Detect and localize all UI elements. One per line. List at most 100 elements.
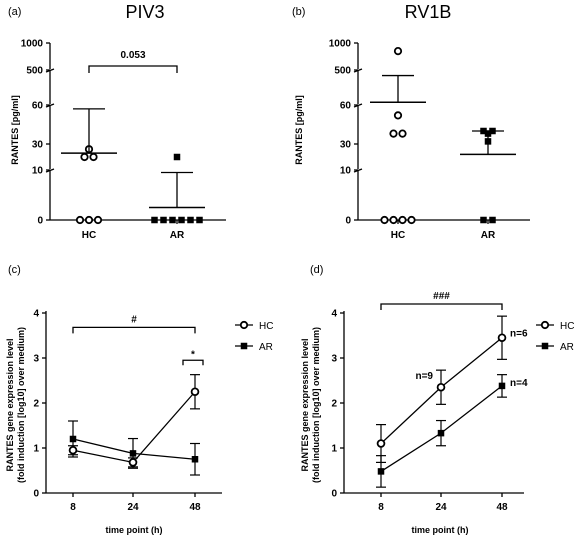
y-tick-label-a-1: 10: [32, 166, 44, 177]
legend-d: HC AR: [536, 320, 574, 353]
data-point-a-hc-4: [89, 152, 98, 162]
p-value-label: 0.053: [120, 50, 145, 61]
x-tick-label-d-0: 8: [378, 502, 384, 513]
n-label-d-3: n=4: [510, 378, 528, 389]
bracket-c-0: [72, 326, 196, 334]
legend-marker-d-hc: [540, 320, 550, 330]
x-tick-label-d-2: 48: [496, 502, 508, 513]
legend-label-c-ar: AR: [259, 342, 273, 353]
n-label-d-2: n=6: [510, 328, 528, 339]
y-tick-label-a-0: 0: [37, 216, 43, 227]
axes-c: [45, 311, 222, 494]
y-tick-label-d-2: 2: [331, 399, 337, 410]
y-tick-label-d-1: 1: [331, 444, 337, 455]
data-point-a-ar-5: [196, 216, 203, 224]
panel-c: (c) RANTES gene expression level (fold i…: [5, 264, 273, 535]
axes-a: [45, 43, 226, 224]
data-point-b-hc-2: [398, 215, 407, 225]
data-marks-c: [68, 374, 200, 476]
annotations-d: ### n=9 n=6 n=4: [380, 291, 528, 389]
data-point-a-ar-1: [160, 216, 167, 224]
data-point-c-hc-0: [68, 445, 78, 455]
legend-marker-d-ar: [541, 342, 549, 350]
legend-marker-c-ar: [240, 342, 248, 350]
legend-label-d-hc: HC: [560, 321, 574, 332]
data-point-c-ar-1: [129, 450, 137, 457]
y-tick-label-a-3: 60: [32, 101, 44, 112]
x-tick-hc-a: HC: [82, 230, 96, 241]
data-point-a-ar-2: [169, 216, 176, 224]
data-point-c-hc-1: [128, 458, 138, 467]
data-point-d-ar-1: [437, 429, 445, 437]
data-point-c-ar-0: [69, 435, 77, 443]
data-point-b-hc-6: [393, 111, 403, 120]
chart-title-a: PIV3: [125, 2, 164, 22]
y-axis-label-a: RANTES [pg/ml]: [10, 95, 20, 165]
y-tick-label-c-4: 4: [33, 309, 39, 320]
legend-label-c-hc: HC: [259, 321, 273, 332]
data-point-b-hc-5: [398, 129, 407, 138]
axes-b: [353, 43, 530, 224]
panel-label-b: (b): [292, 6, 305, 18]
data-point-d-hc-1: [436, 382, 446, 392]
y-axis-label-d-line2: (fold induction [log10] over medium): [311, 327, 321, 483]
n-label-d-1: n=9: [415, 371, 433, 382]
panel-label-c: (c): [8, 264, 21, 276]
data-point-a-ar-0: [151, 216, 158, 224]
panel-d: (d) RANTES gene expression level (fold i…: [300, 264, 574, 535]
data-point-b-ar-0: [480, 216, 487, 224]
y-axis-label-c-line2: (fold induction [log10] over medium): [16, 327, 26, 483]
panel-label-a: (a): [8, 6, 21, 18]
annotations-c: #*: [72, 314, 204, 366]
y-tick-label-b-0: 0: [345, 216, 351, 227]
legend-marker-c-hc: [239, 320, 249, 330]
data-point-d-ar-0: [377, 468, 385, 475]
data-point-b-ar-1: [489, 216, 496, 224]
data-marks-d: [376, 315, 507, 488]
data-point-a-hc-2: [93, 215, 103, 225]
data-point-d-ar-2: [498, 382, 506, 390]
chart-title-b: RV1B: [405, 2, 452, 22]
data-point-b-hc-1: [389, 215, 398, 225]
data-point-a-hc-1: [84, 215, 94, 225]
data-point-b-hc-0: [380, 215, 389, 225]
y-tick-label-c-3: 3: [33, 354, 39, 365]
y-tick-label-d-0: 0: [331, 489, 337, 500]
x-tick-label-c-2: 48: [189, 502, 201, 513]
y-axis-label-d-line1: RANTES gene expression level: [300, 338, 310, 471]
y-axis-label-c-line1: RANTES gene expression level: [5, 338, 15, 471]
data-point-a-ar-6: [173, 153, 181, 161]
y-tick-label-c-1: 1: [33, 444, 39, 455]
y-tick-label-b-4: 500: [334, 66, 351, 77]
y-tick-label-d-4: 4: [331, 309, 337, 320]
legend-label-d-ar: AR: [560, 342, 574, 353]
x-axis-label-c: time point (h): [106, 525, 163, 535]
x-tick-label-d-1: 24: [435, 502, 447, 513]
x-axis-label-d: time point (h): [412, 525, 469, 535]
y-tick-label-b-2: 30: [340, 140, 352, 151]
data-point-c-ar-2: [191, 456, 199, 463]
x-tick-ar-b: AR: [481, 230, 496, 241]
y-tick-label-a-4: 500: [26, 66, 43, 77]
panel-a: (a) PIV3 RANTES [pg/ml] 0 10 30 60 500 1000 H…: [8, 2, 226, 241]
data-point-d-hc-0: [376, 439, 386, 448]
y-axis-label-b: RANTES [pg/ml]: [294, 95, 304, 165]
data-point-b-hc-4: [389, 129, 398, 138]
y-tick-label-b-5: 1000: [329, 39, 352, 50]
significance-bracket-a: [88, 65, 178, 73]
x-tick-ar-a: AR: [170, 230, 185, 241]
x-tick-hc-b: HC: [391, 230, 405, 241]
data-point-d-hc-2: [497, 333, 507, 343]
bracket-label-c-0: #: [131, 314, 137, 325]
bracket-c-1: [182, 359, 204, 366]
data-point-a-hc-3: [80, 152, 89, 162]
y-tick-label-d-3: 3: [331, 354, 337, 365]
data-point-a-ar-4: [187, 216, 194, 224]
bracket-label-c-1: *: [191, 349, 195, 360]
axes-d: [343, 311, 524, 494]
y-tick-label-c-0: 0: [33, 489, 39, 500]
y-tick-label-a-5: 1000: [21, 39, 44, 50]
